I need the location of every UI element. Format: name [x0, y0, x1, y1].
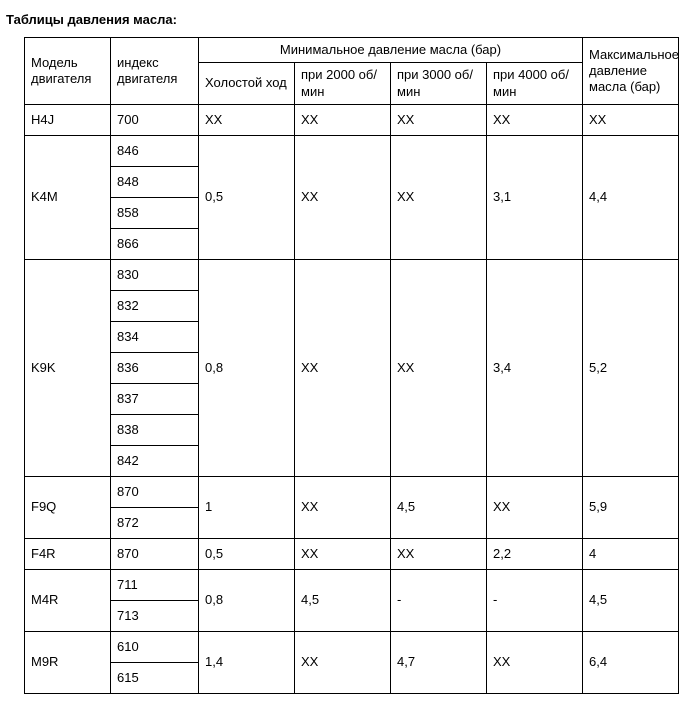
cell-rpm3000: 4,7: [391, 631, 487, 693]
cell-rpm4000: 2,2: [487, 538, 583, 569]
th-max: Максимальное давление масла (бар): [583, 38, 679, 105]
cell-rpm4000: XX: [487, 104, 583, 135]
cell-rpm3000: XX: [391, 104, 487, 135]
cell-rpm3000: XX: [391, 538, 487, 569]
cell-rpm2000: 4,5: [295, 569, 391, 631]
cell-rpm2000: XX: [295, 538, 391, 569]
th-min-group: Минимальное давление масла (бар): [199, 38, 583, 63]
cell-model: K4M: [25, 135, 111, 259]
cell-index: 846: [111, 135, 199, 166]
th-model: Модель двигателя: [25, 38, 111, 105]
table-body: H4J700XXXXXXXXXXK4M8460,5XXXX3,14,484885…: [25, 104, 679, 693]
cell-max: 5,9: [583, 476, 679, 538]
cell-index: 832: [111, 290, 199, 321]
cell-idle: 0,8: [199, 259, 295, 476]
cell-index: 713: [111, 600, 199, 631]
cell-rpm2000: XX: [295, 135, 391, 259]
cell-rpm2000: XX: [295, 631, 391, 693]
th-index: индекс двигателя: [111, 38, 199, 105]
th-rpm3000: при 3000 об/мин: [391, 63, 487, 105]
cell-idle: XX: [199, 104, 295, 135]
cell-rpm4000: 3,1: [487, 135, 583, 259]
cell-rpm2000: XX: [295, 104, 391, 135]
table-row: K9K8300,8XXXX3,45,2: [25, 259, 679, 290]
cell-rpm2000: XX: [295, 476, 391, 538]
cell-idle: 0,8: [199, 569, 295, 631]
cell-rpm3000: XX: [391, 259, 487, 476]
cell-max: 4: [583, 538, 679, 569]
cell-index: 610: [111, 631, 199, 662]
cell-model: F4R: [25, 538, 111, 569]
cell-max: 4,4: [583, 135, 679, 259]
oil-pressure-table: Модель двигателя индекс двигателя Минима…: [24, 37, 679, 694]
cell-idle: 1: [199, 476, 295, 538]
th-rpm2000: при 2000 об/мин: [295, 63, 391, 105]
cell-rpm3000: 4,5: [391, 476, 487, 538]
cell-index: 866: [111, 228, 199, 259]
cell-idle: 0,5: [199, 135, 295, 259]
table-row: F9Q8701XX4,5XX5,9: [25, 476, 679, 507]
cell-model: K9K: [25, 259, 111, 476]
th-rpm4000: при 4000 об/мин: [487, 63, 583, 105]
cell-rpm4000: -: [487, 569, 583, 631]
table-row: K4M8460,5XXXX3,14,4: [25, 135, 679, 166]
cell-index: 836: [111, 352, 199, 383]
cell-max: 4,5: [583, 569, 679, 631]
cell-index: 834: [111, 321, 199, 352]
cell-rpm3000: -: [391, 569, 487, 631]
cell-rpm3000: XX: [391, 135, 487, 259]
cell-index: 830: [111, 259, 199, 290]
cell-model: F9Q: [25, 476, 111, 538]
cell-index: 870: [111, 538, 199, 569]
cell-index: 838: [111, 414, 199, 445]
cell-rpm4000: XX: [487, 476, 583, 538]
cell-index: 711: [111, 569, 199, 600]
cell-index: 700: [111, 104, 199, 135]
cell-index: 858: [111, 197, 199, 228]
table-row: F4R8700,5XXXX2,24: [25, 538, 679, 569]
table-row: M4R7110,84,5--4,5: [25, 569, 679, 600]
cell-index: 842: [111, 445, 199, 476]
section-title: Таблицы давления масла:: [6, 12, 679, 27]
cell-index: 837: [111, 383, 199, 414]
th-idle: Холостой ход: [199, 63, 295, 105]
cell-max: 5,2: [583, 259, 679, 476]
cell-index: 615: [111, 662, 199, 693]
cell-model: M9R: [25, 631, 111, 693]
cell-max: XX: [583, 104, 679, 135]
cell-rpm4000: XX: [487, 631, 583, 693]
table-row: H4J700XXXXXXXXXX: [25, 104, 679, 135]
cell-model: H4J: [25, 104, 111, 135]
cell-index: 872: [111, 507, 199, 538]
cell-rpm2000: XX: [295, 259, 391, 476]
cell-idle: 1,4: [199, 631, 295, 693]
cell-index: 848: [111, 166, 199, 197]
cell-idle: 0,5: [199, 538, 295, 569]
table-row: M9R6101,4XX4,7XX6,4: [25, 631, 679, 662]
cell-rpm4000: 3,4: [487, 259, 583, 476]
cell-model: M4R: [25, 569, 111, 631]
cell-max: 6,4: [583, 631, 679, 693]
cell-index: 870: [111, 476, 199, 507]
